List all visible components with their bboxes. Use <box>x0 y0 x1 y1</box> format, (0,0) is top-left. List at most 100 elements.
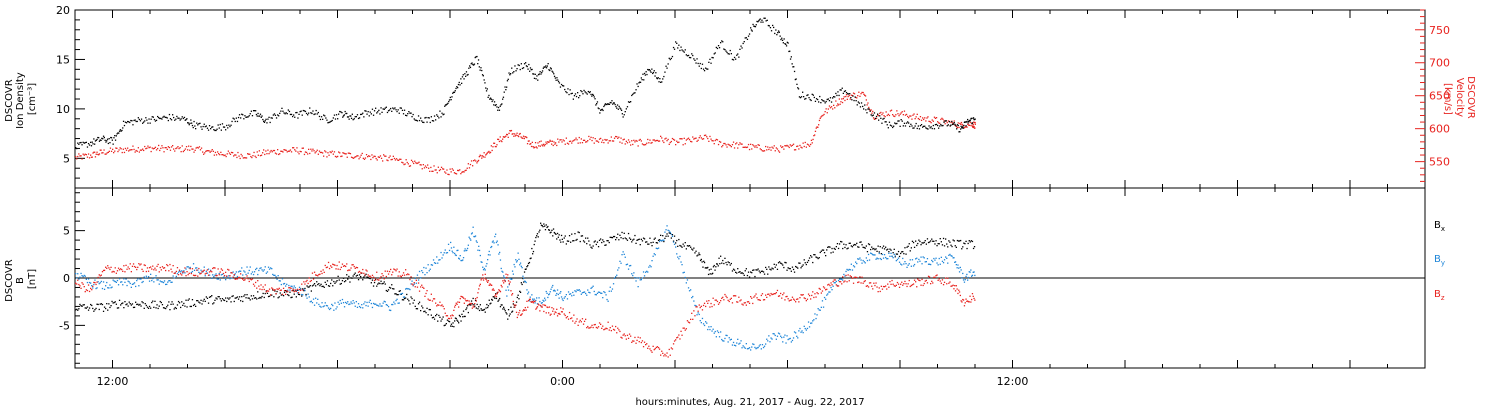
by-series-point <box>377 304 379 307</box>
density-series-point <box>402 113 405 115</box>
bz-series-point <box>357 271 360 273</box>
by-series-point <box>736 342 738 344</box>
density-series-point <box>228 124 230 126</box>
density-series-point <box>278 115 280 117</box>
density-series-point <box>78 143 80 145</box>
density-series-point <box>648 69 651 71</box>
density-series-point <box>212 126 214 128</box>
velocity-series-point <box>842 98 844 100</box>
bx-series-point <box>493 296 495 298</box>
bz-series-point <box>696 306 698 308</box>
bz-series-point <box>503 279 506 281</box>
bz-series-point <box>861 276 863 278</box>
bx-series-point <box>201 303 203 305</box>
by-series-point <box>140 278 142 280</box>
velocity-series-point <box>398 159 400 161</box>
velocity-series-point <box>882 112 884 114</box>
by-series-point <box>97 281 99 283</box>
bx-series-point <box>772 268 774 270</box>
velocity-series-point <box>837 103 839 105</box>
bz-series-point <box>421 284 423 286</box>
velocity-series-point <box>114 150 116 152</box>
by-series-point <box>504 280 506 282</box>
velocity-series-point <box>619 141 621 143</box>
density-series-point <box>429 121 431 124</box>
bx-series-point <box>488 299 490 301</box>
density-series-point <box>560 83 563 86</box>
velocity-series-point <box>650 142 652 144</box>
density-series-point <box>427 117 429 119</box>
bx-series-point <box>533 243 535 246</box>
bx-series-point <box>236 296 239 298</box>
density-series-point <box>951 121 953 123</box>
bz-series-point <box>741 303 743 305</box>
density-series-point <box>781 37 783 39</box>
density-series-point <box>489 98 491 100</box>
velocity-series-point <box>695 137 697 139</box>
by-series-point <box>237 271 240 273</box>
density-series-point <box>179 119 181 121</box>
by-series-point <box>122 284 124 286</box>
by-series-point <box>234 273 236 275</box>
bx-series-point <box>798 262 800 264</box>
by-series-point <box>511 278 513 280</box>
bx-series-point <box>313 283 316 285</box>
by-series-point <box>536 303 539 305</box>
velocity-series-point <box>473 160 475 162</box>
bx-series-point <box>780 262 782 264</box>
by-series-point <box>634 277 636 279</box>
velocity-series-point <box>309 152 311 155</box>
velocity-series-point <box>333 151 336 153</box>
by-series-point <box>526 289 528 291</box>
bx-series-point <box>432 316 435 318</box>
bz-series-point <box>163 267 166 269</box>
bz-series-point <box>746 301 749 303</box>
bz-series-point <box>642 346 645 348</box>
bx-series-point <box>131 303 134 305</box>
by-series-point <box>86 281 89 284</box>
bx-series-point <box>244 294 246 296</box>
bx-series-point <box>113 301 115 304</box>
velocity-series-point <box>860 93 862 95</box>
density-series-point <box>776 34 778 36</box>
bz-series-point <box>822 286 825 288</box>
velocity-series-point <box>362 157 364 159</box>
bx-series-point <box>509 313 511 315</box>
velocity-series-point <box>635 139 637 142</box>
bz-series-point <box>107 265 109 267</box>
bx-series-point <box>846 248 848 250</box>
velocity-series-point <box>573 139 575 142</box>
density-series-point <box>736 54 738 56</box>
bz-series-point <box>676 337 678 339</box>
bx-series-point <box>548 229 551 231</box>
by-series-point <box>487 259 489 261</box>
bx-series-point <box>293 293 295 295</box>
velocity-series-point <box>489 152 491 154</box>
bz-series-point <box>630 335 632 337</box>
velocity-series-point <box>631 140 633 142</box>
bx-series-point <box>553 231 555 234</box>
velocity-series-point <box>654 140 656 142</box>
by-series-point <box>183 270 185 272</box>
density-series-point <box>673 48 676 50</box>
bx-series-point <box>416 308 419 310</box>
by-series-point <box>541 302 543 304</box>
density-series-point <box>751 30 753 32</box>
bx-series-point <box>939 238 941 240</box>
density-series-point <box>611 100 613 102</box>
density-series-point <box>915 122 917 125</box>
density-series-point <box>917 125 919 127</box>
density-series-point <box>687 54 690 57</box>
bx-series-point <box>530 257 532 259</box>
bx-series-point <box>613 235 616 238</box>
bz-series-point <box>272 288 274 290</box>
by-series-point <box>803 325 805 327</box>
bz-series-point <box>771 293 773 296</box>
bz-series-point <box>814 293 816 295</box>
bz-series-point <box>300 289 302 291</box>
bx-series-point <box>973 246 976 248</box>
velocity-series-point <box>872 117 875 119</box>
bz-series-point <box>957 292 959 295</box>
bx-series-point <box>547 225 549 228</box>
density-series-point <box>700 67 702 70</box>
